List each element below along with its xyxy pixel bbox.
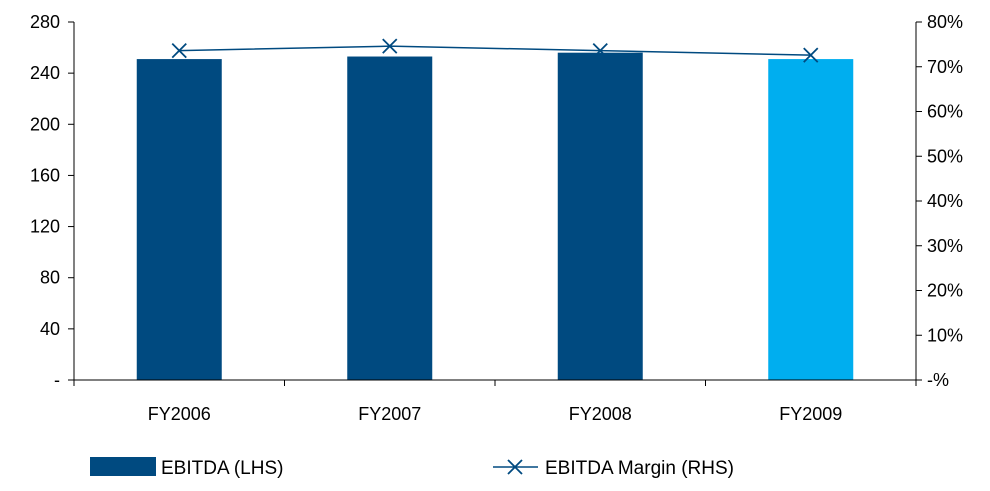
legend-swatch-ebitda <box>90 457 156 476</box>
bar-fy2006 <box>136 59 222 380</box>
right-tick-label: 20% <box>927 281 963 301</box>
margin-series-line <box>179 45 811 56</box>
margin-point-fy2006 <box>171 43 187 59</box>
bar-fy2007 <box>347 56 433 381</box>
legend-marker-margin <box>507 459 523 475</box>
margin-point-fy2009 <box>803 47 819 63</box>
right-tick-label: 70% <box>927 57 963 77</box>
left-tick-label: 160 <box>30 165 60 185</box>
legend-label-margin: EBITDA Margin (RHS) <box>545 458 734 479</box>
legend-label-ebitda: EBITDA (LHS) <box>161 458 283 479</box>
x-tick-label: FY2007 <box>358 404 421 424</box>
left-tick-label: 240 <box>30 63 60 83</box>
right-tick-label: 30% <box>927 236 963 256</box>
right-tick-label: 80% <box>927 12 963 32</box>
right-tick-label: -% <box>927 370 949 390</box>
bar-fy2008 <box>557 52 643 380</box>
x-tick-label: FY2009 <box>779 404 842 424</box>
left-tick-label: 120 <box>30 217 60 237</box>
x-tick-label: FY2006 <box>148 404 211 424</box>
bar-fy2009 <box>768 59 854 380</box>
left-tick-label: 280 <box>30 12 60 32</box>
left-tick-label: 200 <box>30 114 60 134</box>
right-tick-label: 40% <box>927 191 963 211</box>
left-tick-label: 80 <box>40 268 60 288</box>
right-tick-label: 10% <box>927 325 963 345</box>
margin-point-fy2007 <box>382 38 398 54</box>
left-tick-label: - <box>54 370 60 390</box>
x-tick-label: FY2008 <box>569 404 632 424</box>
left-tick-label: 40 <box>40 319 60 339</box>
right-tick-label: 50% <box>927 146 963 166</box>
right-tick-label: 60% <box>927 102 963 122</box>
margin-point-fy2008 <box>592 43 608 59</box>
